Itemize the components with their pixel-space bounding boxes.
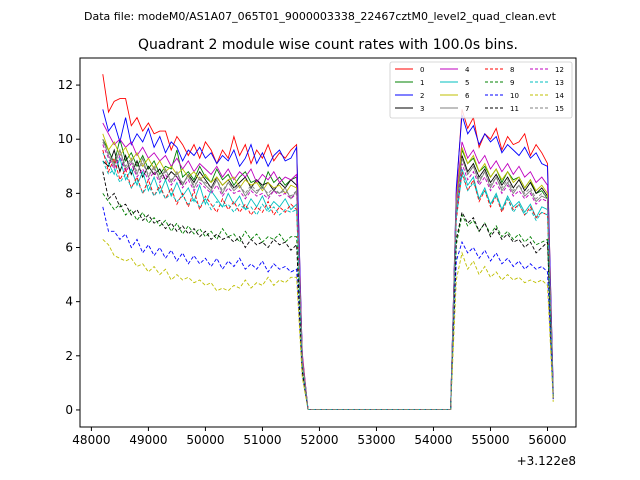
- series-line-1: [102, 138, 554, 410]
- legend-label-14: 14: [555, 92, 564, 100]
- series-line-13: [102, 160, 554, 410]
- legend-label-13: 13: [555, 79, 564, 87]
- y-tick-label: 6: [65, 241, 73, 255]
- series-line-4: [102, 122, 554, 410]
- series-line-5: [102, 152, 554, 410]
- legend-label-8: 8: [510, 66, 514, 74]
- series-line-11: [102, 171, 554, 410]
- series-line-3: [102, 148, 554, 410]
- legend-label-11: 11: [510, 105, 519, 113]
- series-line-7: [102, 139, 554, 410]
- x-tick-label: 51000: [243, 433, 281, 447]
- series-line-9: [102, 193, 554, 410]
- chart-suptitle: Data file: modeM0/AS1A07_065T01_90000033…: [84, 10, 557, 23]
- legend-box: [389, 61, 573, 119]
- legend-label-3: 3: [420, 105, 424, 113]
- y-axis: 0 2 4 6 8 10 12: [58, 78, 80, 417]
- series-line-2: [102, 109, 554, 410]
- y-tick-label: 0: [65, 403, 73, 417]
- legend-label-15: 15: [555, 105, 564, 113]
- series-line-8: [102, 149, 554, 410]
- plot-frame: [79, 57, 577, 428]
- y-tick-label: 4: [65, 295, 73, 309]
- x-tick-label: 53000: [357, 433, 395, 447]
- series-line-14: [102, 239, 554, 410]
- series-line-10: [102, 206, 554, 410]
- legend-label-2: 2: [420, 92, 424, 100]
- legend-label-1: 1: [420, 79, 424, 87]
- series-line-12: [102, 144, 554, 410]
- y-tick-label: 2: [65, 349, 73, 363]
- y-tick-label: 12: [58, 78, 73, 92]
- x-offset-label: +3.122e8: [517, 454, 576, 468]
- legend-label-0: 0: [420, 66, 424, 74]
- y-tick-label: 10: [58, 132, 73, 146]
- x-tick-label: 55000: [471, 433, 509, 447]
- x-tick-label: 48000: [72, 433, 110, 447]
- series-layer: [102, 74, 554, 410]
- x-tick-label: 54000: [414, 433, 452, 447]
- series-line-15: [102, 141, 554, 410]
- y-tick-label: 8: [65, 186, 73, 200]
- legend-label-6: 6: [465, 92, 470, 100]
- legend-label-10: 10: [510, 92, 519, 100]
- legend-label-4: 4: [465, 66, 470, 74]
- x-tick-label: 56000: [528, 433, 566, 447]
- chart-title: Quadrant 2 module wise count rates with …: [138, 37, 518, 53]
- series-line-0: [102, 74, 554, 410]
- legend-label-7: 7: [465, 105, 469, 113]
- x-axis: 48000 49000 50000 51000 52000 53000 54000 55000…: [72, 427, 567, 447]
- x-tick-label: 52000: [300, 433, 338, 447]
- legend-label-5: 5: [465, 79, 469, 87]
- legend-label-9: 9: [510, 79, 514, 87]
- x-tick-label: 50000: [186, 433, 224, 447]
- legend-label-12: 12: [555, 66, 564, 74]
- x-tick-label: 49000: [129, 433, 167, 447]
